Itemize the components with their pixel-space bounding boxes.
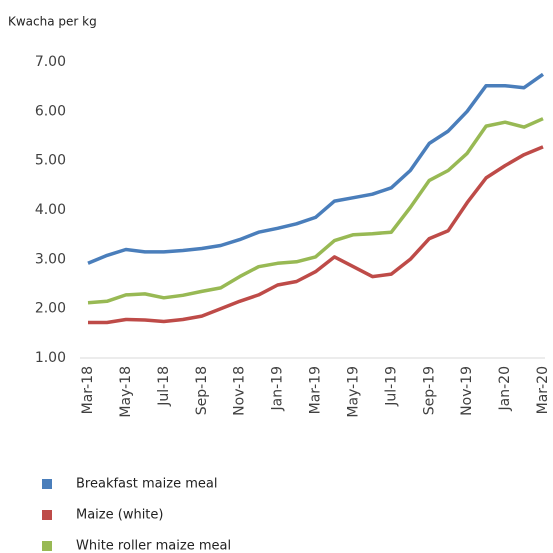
x-tick-label: Mar-19	[308, 366, 324, 414]
legend-label: Maize (white)	[76, 508, 163, 523]
y-tick-label: 2.00	[35, 301, 66, 317]
x-tick-label: Sep-18	[194, 366, 210, 415]
x-tick-label: Mar-18	[80, 366, 96, 414]
x-tick-label: Jan-20	[497, 366, 513, 411]
legend-swatch	[42, 479, 52, 489]
series-line	[88, 145, 544, 325]
series-line	[87, 117, 544, 305]
y-tick-label: 6.00	[35, 103, 66, 119]
x-tick-label: Jan-19	[270, 366, 286, 411]
series-line	[87, 72, 545, 265]
y-tick-label: 4.00	[35, 202, 66, 218]
x-tick-label: Mar-20	[535, 366, 551, 414]
x-tick-label: Nov-19	[459, 366, 475, 416]
y-tick-label: 5.00	[35, 153, 66, 169]
x-tick-label: Nov-18	[232, 366, 248, 416]
y-tick-label: 1.00	[35, 350, 66, 366]
x-tick-label: Jul-18	[156, 366, 172, 407]
legend-label: Breakfast maize meal	[76, 477, 217, 492]
y-tick-label: 7.00	[35, 54, 66, 70]
chart-title: Kwacha per kg	[8, 15, 97, 29]
legend-swatch	[42, 510, 52, 520]
x-tick-label: May-18	[118, 366, 134, 418]
legend-label: White roller maize meal	[76, 539, 231, 553]
x-tick-label: Sep-19	[421, 366, 437, 415]
x-tick-label: May-19	[345, 366, 361, 418]
legend-swatch	[42, 541, 52, 551]
y-tick-label: 3.00	[35, 251, 66, 267]
x-tick-label: Jul-19	[383, 366, 399, 407]
